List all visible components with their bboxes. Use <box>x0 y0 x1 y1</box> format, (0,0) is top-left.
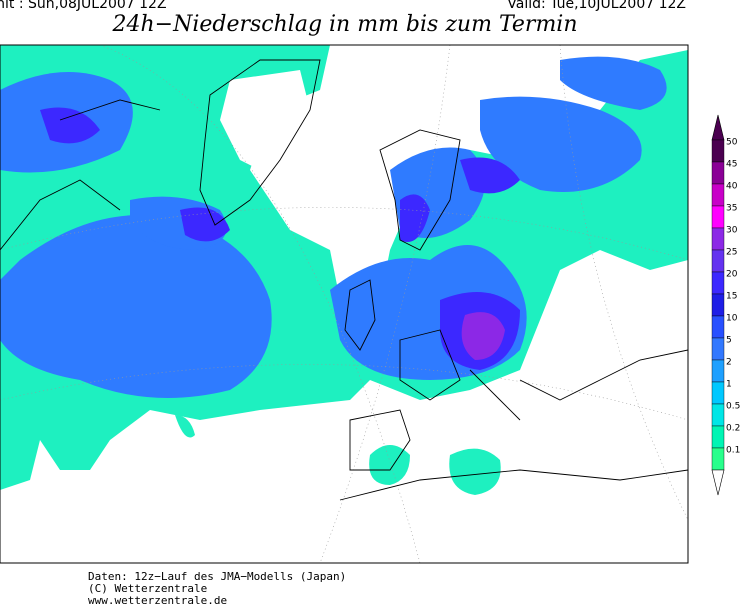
colorbar-box <box>711 227 725 251</box>
footer-line: (C) Wetterzentrale <box>88 582 207 595</box>
init-time: Init : Sun,08JUL2007 12Z <box>0 0 167 12</box>
colorbar-box <box>711 337 725 361</box>
colorbar-top <box>711 114 725 141</box>
map-title: 24h−Niederschlag in mm bis zum Termin <box>111 12 577 37</box>
map-frame <box>0 44 689 564</box>
colorbar-box <box>711 271 725 295</box>
colorbar-box <box>711 359 725 383</box>
colorbar-label: 0.1 <box>726 446 740 456</box>
colorbar-box <box>711 381 725 405</box>
precip-moderate <box>0 56 667 398</box>
colorbar-label: 2 <box>726 358 732 368</box>
colorbar-box <box>711 161 725 185</box>
colorbar-box <box>711 205 725 229</box>
footer-line: Daten: 12z−Lauf des JMA−Modells (Japan) <box>88 570 346 583</box>
map <box>0 44 689 564</box>
colorbar-box <box>711 403 725 427</box>
valid-time: Valid: Tue,10JUL2007 12Z <box>507 0 686 12</box>
colorbar-box <box>711 139 725 163</box>
colorbar-box <box>711 425 725 449</box>
colorbar-label: 40 <box>726 182 738 192</box>
colorbar-label: 0.2 <box>726 424 740 434</box>
colorbar-box <box>711 315 725 339</box>
footer-line: www.wetterzentrale.de <box>88 594 227 607</box>
colorbar-label: 1 <box>726 380 732 390</box>
colorbar-box <box>711 183 725 207</box>
colorbar-box <box>711 293 725 317</box>
colorbar-box <box>711 447 725 471</box>
precip-max <box>461 312 505 360</box>
colorbar-label: 0.5 <box>726 402 740 412</box>
colorbar: 50 45 40 35 30 25 20 15 10 5 2 1 0.5 0.2 0.1 <box>711 114 740 496</box>
colorbar-label: 30 <box>726 226 738 236</box>
colorbar-label: 15 <box>726 292 737 302</box>
colorbar-label: 45 <box>726 160 737 170</box>
colorbar-label: 20 <box>726 270 738 280</box>
colorbar-label: 5 <box>726 336 732 346</box>
colorbar-label: 25 <box>726 248 737 258</box>
graticule <box>0 45 688 563</box>
colorbar-box <box>711 249 725 273</box>
colorbar-label: 35 <box>726 204 737 214</box>
colorbar-label: 10 <box>726 314 738 324</box>
colorbar-bottom <box>711 469 725 496</box>
colorbar-label: 50 <box>726 138 738 148</box>
coastlines <box>0 59 688 501</box>
